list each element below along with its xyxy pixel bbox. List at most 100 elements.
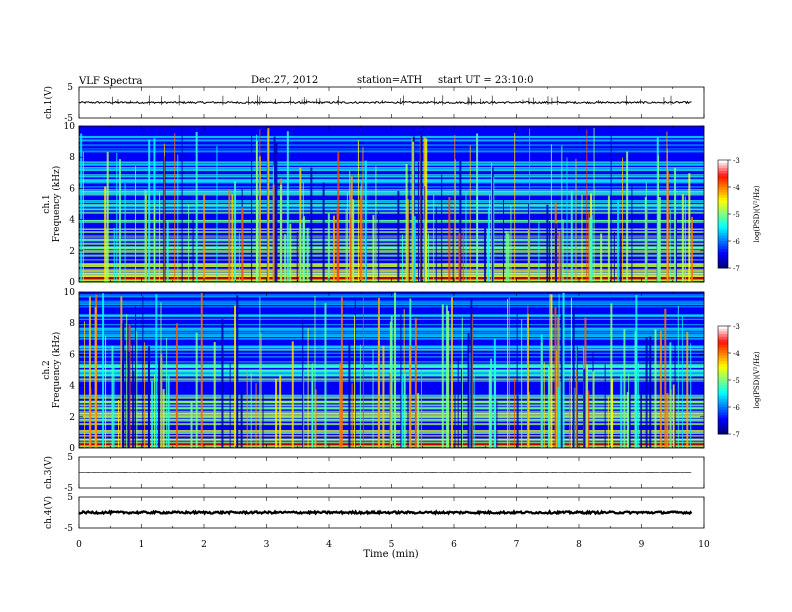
sferic-streak [284,234,287,282]
y-axis-label: ch.1(V) [43,86,54,119]
figure-title: VLF Spectra [78,76,143,87]
sferic-streak [382,345,385,448]
sferic-streak [457,357,459,448]
sferic-streak [570,297,572,448]
sferic-streak [289,223,292,282]
sferic-streak [327,213,330,282]
sferic-streak [558,231,561,282]
sferic-streak [465,192,467,282]
sferic-streak [484,228,487,282]
sferic-streak [459,161,462,282]
y-tick-label: 5 [67,453,73,463]
sferic-streak [659,330,662,448]
frequency-band [79,161,704,164]
sferic-streak [378,211,380,282]
sferic-streak [560,314,563,448]
sferic-streak [163,154,165,282]
sferic-streak [372,214,375,282]
x-axis-label: Time (min) [363,549,418,560]
frequency-band [79,303,704,305]
sferic-streak [590,214,593,282]
y-axis-label: Frequency (kHz) [51,332,62,409]
ch1-waveform-panel: ch.1(V) 5 -5 [43,83,705,124]
sferic-streak [200,293,203,448]
sferic-streak [315,389,317,448]
sferic-streak [348,343,351,448]
colorbar-step [718,257,728,261]
colorbar-step [718,265,728,269]
sferic-streak [345,208,347,282]
sferic-streak [324,303,327,448]
sferic-streak [588,211,590,282]
y-tick-label: -5 [64,114,73,124]
frequency-band [79,186,704,188]
sferic-streak [296,232,298,282]
colorbar-step [718,355,728,359]
colorbar-step [718,176,728,180]
sferic-streak [229,362,231,448]
sferic-streak [164,156,166,282]
sferic-streak [333,215,336,282]
sferic-streak [688,173,691,282]
frequency-band [79,181,704,184]
sferic-streak [279,184,282,282]
sferic-streak [626,391,629,448]
sferic-streak [607,396,609,448]
sferic-streak [160,302,162,448]
colorbar-tick-label: -7 [733,265,740,273]
station-label: station=ATH [357,75,423,86]
sferic-streak [486,229,489,282]
sferic-streak [566,157,568,282]
x-tick-label: 0 [76,540,82,550]
sferic-streak [122,358,125,448]
frequency-band [79,263,704,265]
frequency-band [79,190,704,193]
colorbar-step [718,208,728,212]
sferic-streak [275,378,278,448]
colorbar-step [718,388,728,392]
sferic-streak [166,221,169,282]
sferic-streak [570,190,573,282]
sferic-streak [267,128,270,282]
colorbar-step [718,216,728,220]
y-tick-label: 8 [69,319,75,329]
sferic-streak [337,151,340,282]
colorbar-step [718,350,728,354]
frequency-band [79,150,704,153]
frequency-band [79,275,704,277]
sferic-streak [420,132,423,282]
sferic-streak [339,363,342,448]
y-axis-label: ch.3(V) [43,456,54,489]
sferic-streak [514,377,516,448]
sferic-streak [560,229,562,282]
sferic-streak [259,296,261,448]
y-tick-label: 8 [69,153,75,163]
sferic-streak [354,315,356,448]
colorbar-step [718,344,728,349]
sferic-streak [559,381,562,448]
sferic-streak [670,389,672,448]
sferic-streak [628,388,631,448]
sferic-streak [538,220,540,282]
sferic-streak [89,388,92,448]
colorbar-tick-label: -6 [733,404,740,412]
time-axis: Time (min) 0 1 2 3 4 5 6 7 8 9 10 [76,540,710,560]
sferic-streak [306,227,309,282]
sferic-streak [302,218,305,282]
sferic-streak [303,371,305,448]
colorbar-label: log(PSD)(V²/Hz) [753,351,761,408]
ch1-waveform-trace [78,100,692,105]
colorbar-step [718,235,728,239]
sferic-streak [155,294,158,448]
sferic-streak [550,144,552,282]
sferic-streak [246,370,248,448]
sferic-streak [649,336,652,448]
colorbar-step [718,219,728,223]
sferic-streak [666,393,669,448]
colorbar-step [718,246,728,250]
x-tick-label: 3 [264,540,270,550]
y-axis-label: ch.4(V) [43,496,54,529]
sferic-streak [357,140,359,282]
frequency-band [79,167,704,169]
sferic-streak [493,177,495,282]
